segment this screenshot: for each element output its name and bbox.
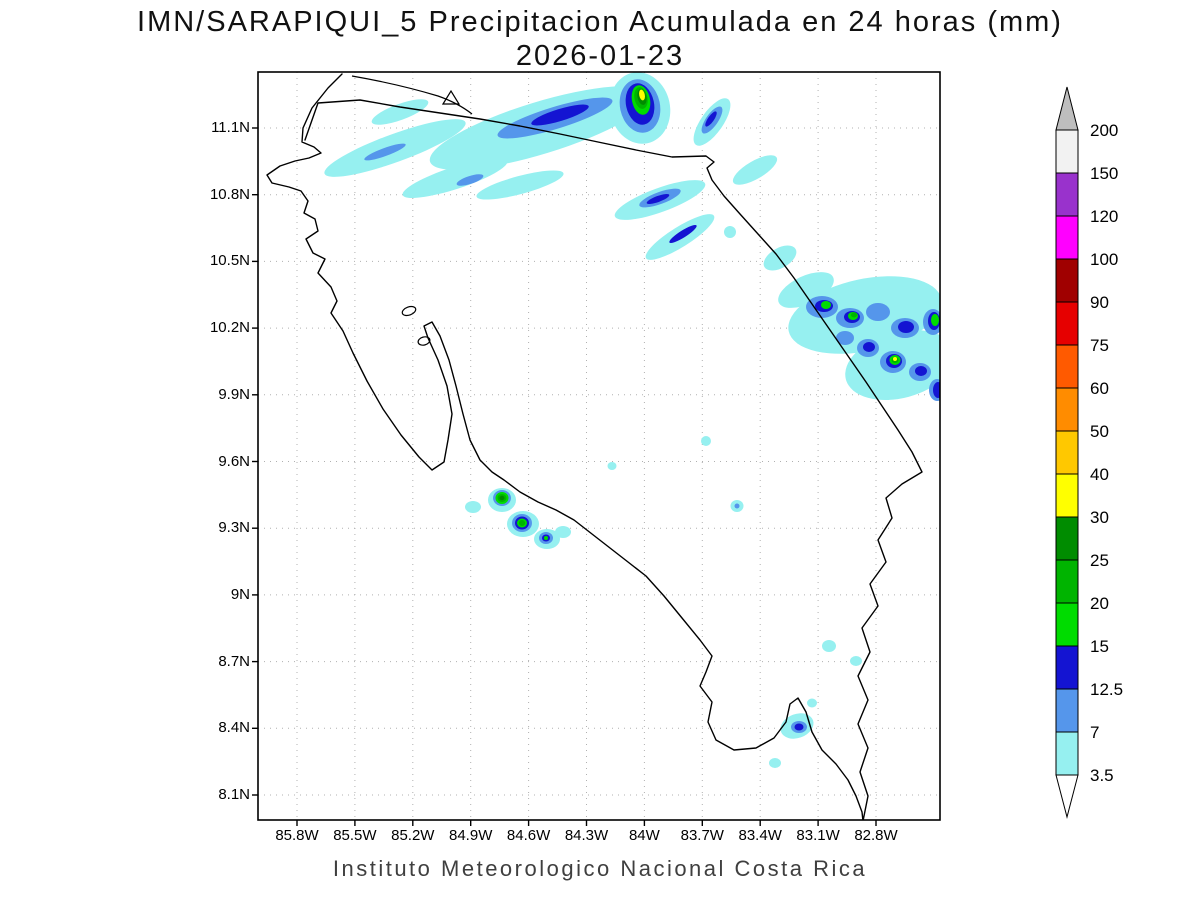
colorbar-boundary-label: 60 [1090,379,1109,398]
x-tick-label: 82.8W [854,827,898,844]
gulf-island [417,336,431,346]
x-tick-label: 85.2W [391,827,435,844]
y-tick-label: 11.1N [211,119,250,136]
colorbar-segment [1055,215,1079,260]
costa-rica-outline [266,73,923,820]
colorbar-boundary-label: 120 [1090,207,1118,226]
x-tick-label: 85.5W [333,827,377,844]
colorbar-segment [1055,344,1079,389]
lake-island-marker [441,89,461,105]
x-tick-label: 84.9W [449,827,493,844]
y-tick-label: 9.9N [218,385,250,403]
colorbar-segment [1055,430,1079,475]
colorbar-segment [1055,602,1079,647]
colorbar-segment [1055,688,1079,733]
colorbar-segment [1055,129,1079,174]
lake-nicaragua-shore [351,75,473,115]
colorbar-boundary-label: 90 [1090,293,1109,312]
y-tick-label: 8.1N [218,786,250,803]
y-tick-label: 10.8N [209,185,250,203]
colorbar-boundary-label: 30 [1090,508,1109,527]
colorbar-segment [1055,645,1079,690]
colorbar-boundary-label: 150 [1090,164,1118,183]
colorbar-boundary-label: 200 [1090,121,1118,140]
grid-layer [258,72,940,820]
x-tick-label: 84.3W [564,827,609,844]
colorbar-segment [1055,387,1079,432]
axis-ticks [252,127,877,826]
colorbar-boundary-label: 40 [1090,465,1109,484]
x-tick-label: 83.1W [796,827,840,844]
colorbar-segment [1055,731,1079,776]
colorbar-segment [1055,172,1079,217]
plot-area [258,72,940,820]
colorbar-segment [1055,258,1079,303]
colorbar: 200 150 120 100 90 75 60 50 40 30 25 20 15 12.5 7 3.5 [1055,86,1123,819]
colorbar-boundary-label: 25 [1090,551,1109,570]
y-tick-label: 8.7N [218,652,250,670]
y-tick-label: 9.6N [218,452,250,470]
y-tick-label: 10.5N [209,252,250,270]
coastline-layer [266,73,923,820]
colorbar-boundary-label: 12.5 [1090,680,1123,699]
colorbar-boundary-label: 75 [1090,336,1109,355]
x-tick-label: 84.6W [506,827,551,844]
page-title: IMN/SARAPIQUI_5 Precipitacion Acumulada … [0,6,1200,73]
plot-frame [257,71,941,821]
x-tick-label: 85.8W [275,827,319,844]
colorbar-boundary-label: 15 [1090,637,1109,656]
colorbar-top-arrow [1055,86,1079,131]
colorbar-boundary-label: 50 [1090,422,1109,441]
colorbar-segment [1055,559,1079,604]
colorbar-segment [1055,301,1079,346]
colorbar-segment [1055,516,1079,561]
title-line1: IMN/SARAPIQUI_5 Precipitacion Acumulada … [137,6,1063,38]
x-tick-label: 84W [628,827,660,844]
x-tick-label: 83.4W [738,827,782,844]
colorbar-boundary-label: 20 [1090,594,1109,613]
y-tick-label: 9.3N [218,519,250,537]
colorbar-bottom-arrow [1055,774,1079,819]
colorbar-segment [1055,473,1079,518]
colorbar-boundary-label: 3.5 [1090,766,1114,785]
footer-text: Instituto Meteorologico Nacional Costa R… [332,856,868,881]
title-date: 2026-01-23 [515,40,685,72]
colorbar-boundary-label: 7 [1090,723,1099,742]
y-tick-label: 10.2N [209,319,250,337]
y-tick-label: 9N [230,585,250,603]
precipitation-layer [324,72,940,768]
y-tick-label: 8.4N [218,719,250,737]
x-tick-label: 83.7W [680,827,724,844]
colorbar-boundary-label: 100 [1090,250,1118,269]
gulf-island [401,305,417,317]
